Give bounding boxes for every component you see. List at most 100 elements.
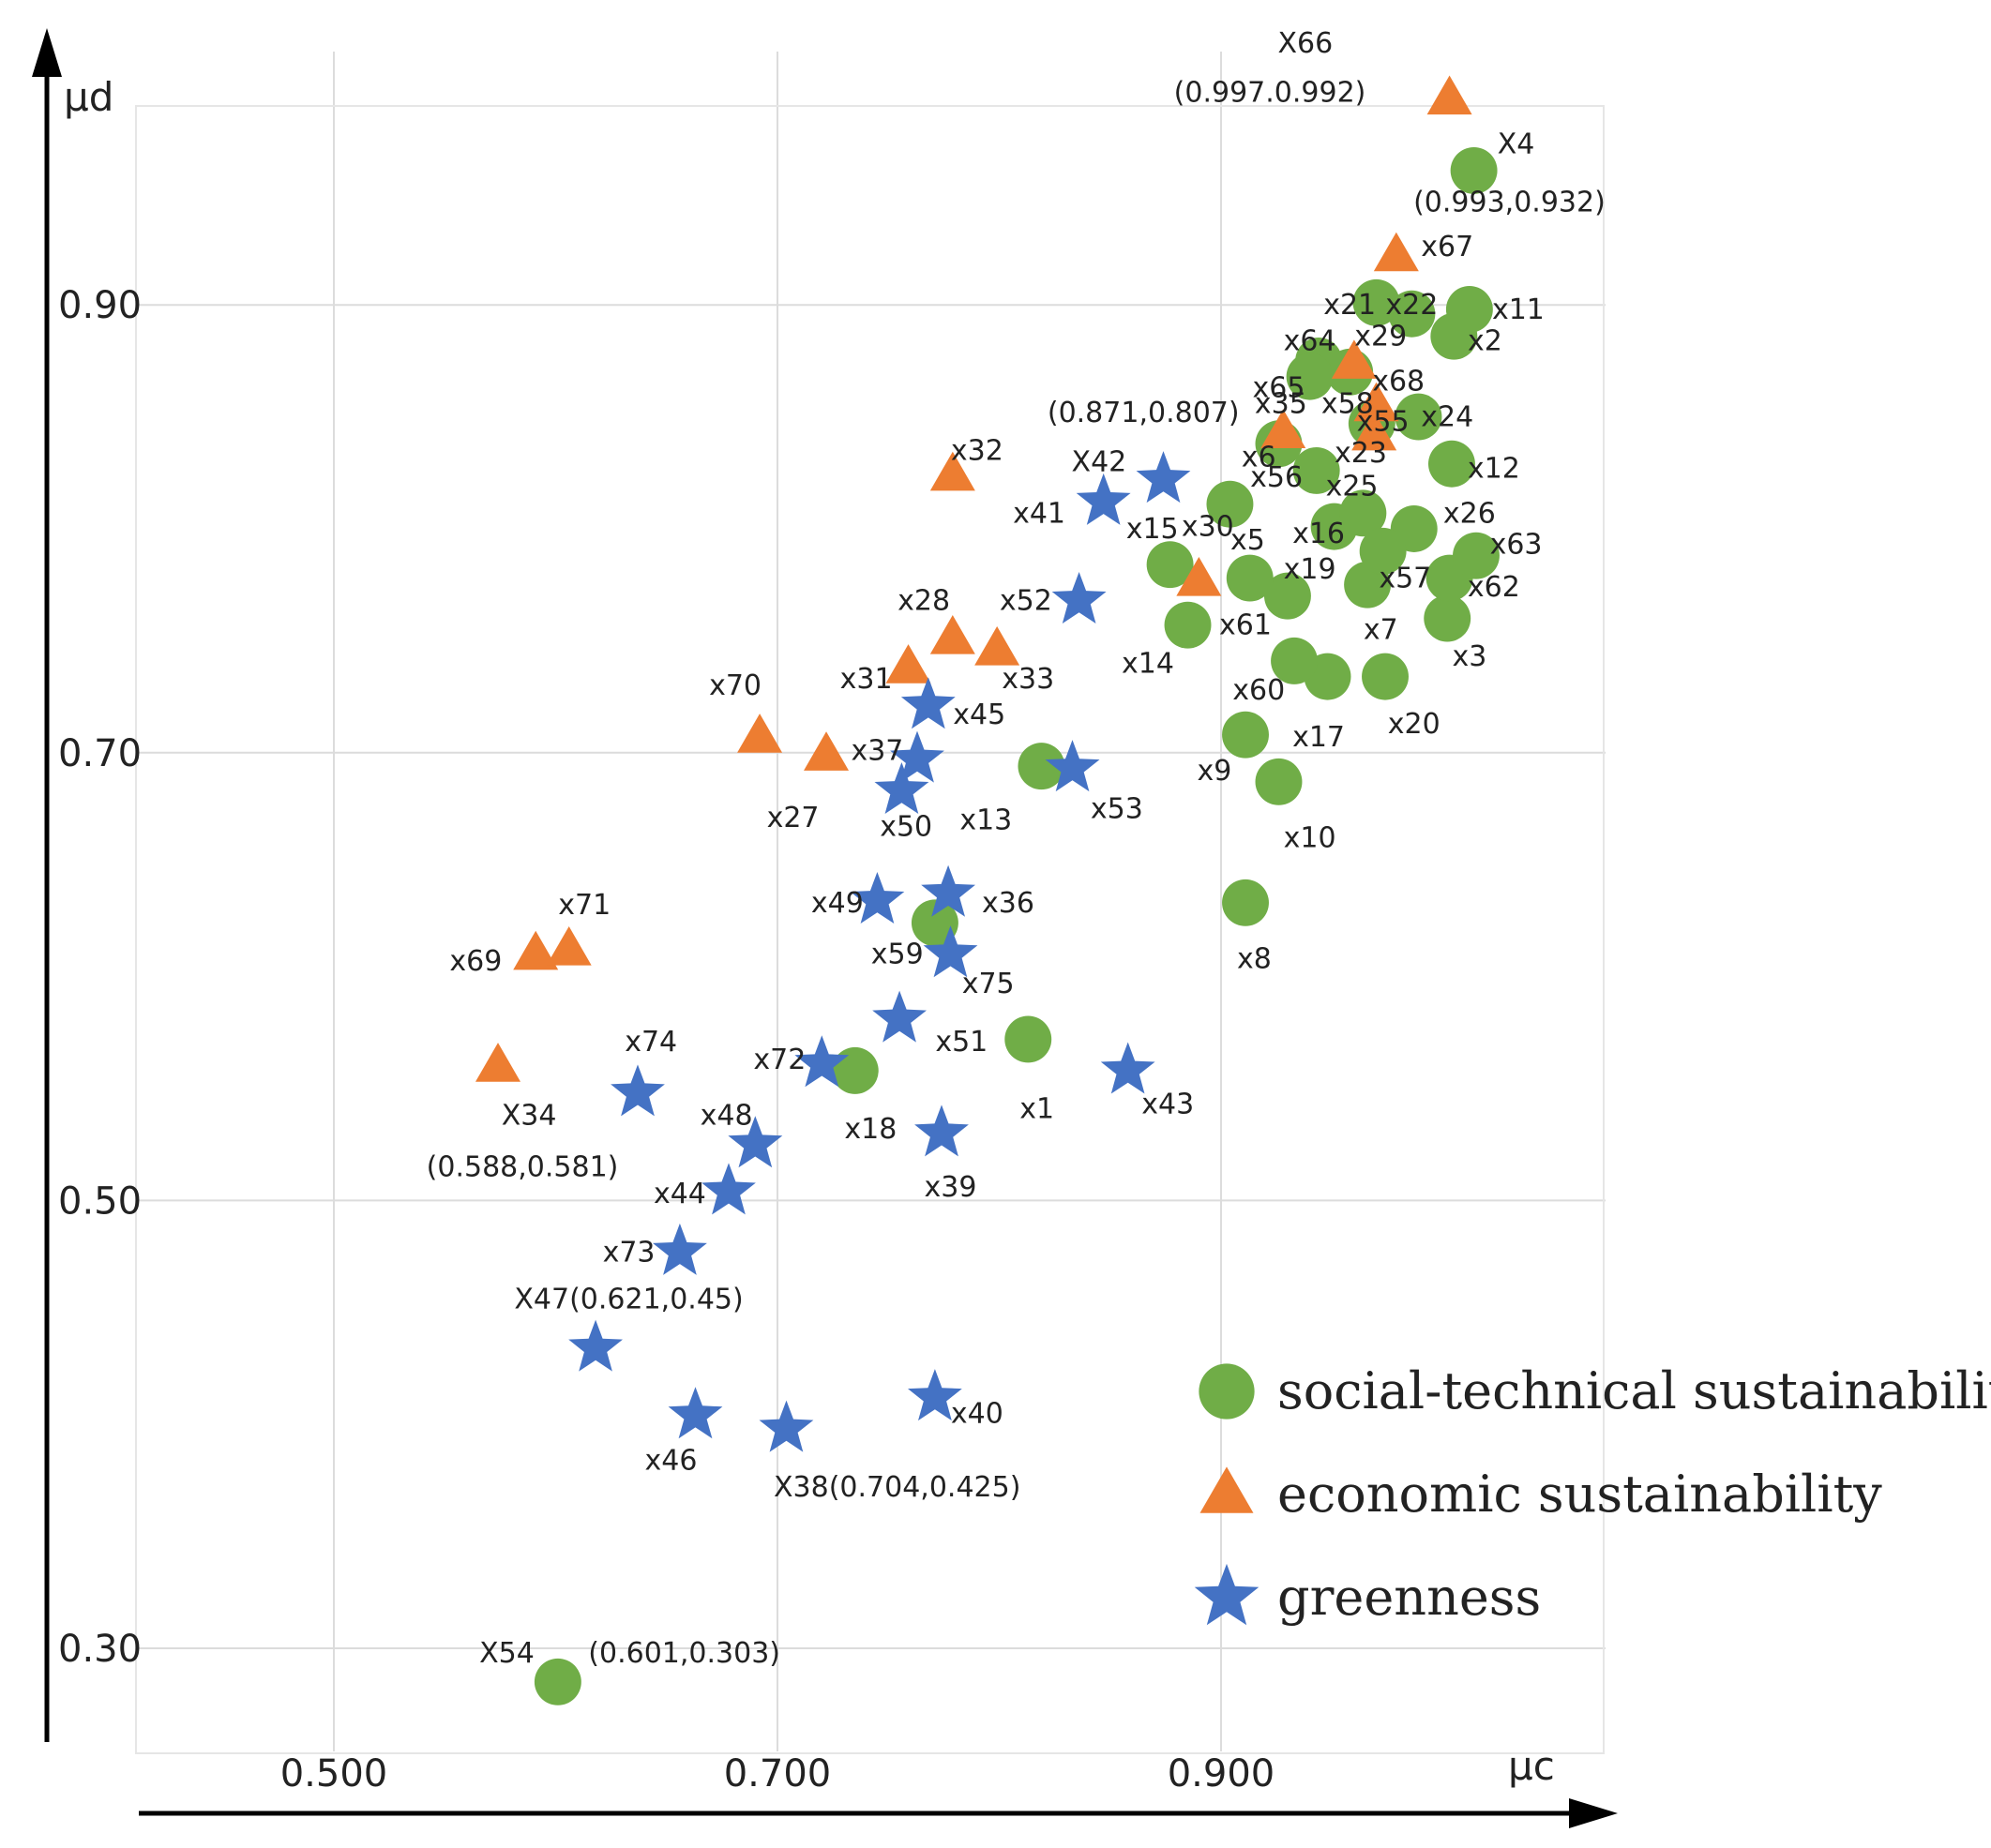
point-x24 (1395, 393, 1442, 441)
point-x10 (1255, 758, 1303, 805)
point-label: x28 (897, 584, 950, 617)
point-x70 (737, 714, 783, 753)
point-label: X4 (1498, 128, 1535, 160)
point-x21 (1352, 278, 1400, 326)
point-x13 (1018, 743, 1065, 790)
point-x1 (1004, 1015, 1052, 1063)
point-x48 (728, 1116, 783, 1168)
point-label: x36 (982, 887, 1034, 920)
point-x25 (1339, 489, 1387, 537)
point-label: x45 (953, 699, 1005, 731)
x-axis-arrow (1569, 1798, 1618, 1828)
point-x36 (921, 864, 975, 917)
point-x61 (1226, 554, 1274, 602)
point-x44 (701, 1163, 756, 1215)
y-axis-arrow (32, 28, 62, 77)
point-x57 (1359, 527, 1407, 575)
point-label: x27 (767, 802, 820, 834)
legend-label-economic: economic sustainability (1277, 1465, 1882, 1524)
point-label: x73 (603, 1236, 656, 1269)
point-label: x18 (844, 1113, 897, 1146)
point-x49 (850, 872, 905, 924)
point-label: x13 (959, 804, 1012, 836)
point-label: x44 (654, 1178, 706, 1210)
point-x12 (1428, 440, 1475, 488)
point-label: x52 (1000, 584, 1052, 617)
point-x67 (1373, 232, 1419, 272)
point-x39 (914, 1104, 969, 1157)
point-label: x7 (1364, 613, 1398, 646)
point-x71 (546, 925, 592, 966)
point-x56 (1292, 446, 1340, 494)
point-x72 (794, 1035, 850, 1088)
point-label: x23 (1335, 437, 1387, 470)
point-label: x8 (1237, 942, 1272, 975)
point-x42 (1136, 451, 1191, 503)
point-label: x9 (1197, 755, 1231, 788)
point-x51 (872, 990, 927, 1043)
point-x69 (513, 930, 559, 970)
point-label: x17 (1292, 721, 1345, 754)
legend-label-green: greenness (1277, 1568, 1541, 1627)
point-label: x11 (1492, 293, 1545, 326)
point-x40 (908, 1369, 962, 1421)
legend-marker-economic (1199, 1466, 1254, 1513)
point-x68 (1353, 382, 1399, 422)
y-tick-label: 0.30 (58, 1628, 142, 1671)
point-x66 (1426, 75, 1472, 115)
point-label: x57 (1379, 563, 1431, 595)
legend-marker-green (1194, 1563, 1259, 1626)
point-label: x15 (1126, 513, 1179, 546)
point-label: x63 (1490, 529, 1543, 562)
point-x60 (1271, 637, 1319, 684)
point-label: x74 (625, 1026, 677, 1059)
point-label: x58 (1321, 387, 1374, 420)
point-labels: x1 x2 x3 X4 (0.993,0.932) x5 x6 x7 x8 x9 x10 x11 x12… (427, 27, 1606, 1670)
point-x3 (1424, 594, 1471, 642)
point-x75 (923, 925, 978, 978)
legend-marker-social (1199, 1363, 1255, 1420)
point-label: x49 (811, 887, 864, 920)
point-x74 (611, 1064, 665, 1117)
point-x63 (1453, 532, 1500, 579)
point-label: x71 (558, 889, 611, 922)
tick-labels: 0.500 0.700 0.900 0.30 0.50 0.70 0.90 (58, 284, 1275, 1795)
point-label: x61 (1219, 609, 1272, 642)
point-label: x53 (1091, 793, 1143, 826)
legend: social-technical sustainability economic … (1194, 1361, 1991, 1627)
point-x43 (1100, 1042, 1155, 1094)
point-x14 (1164, 601, 1212, 649)
point-label: X42 (1072, 445, 1127, 478)
point-label: x70 (709, 669, 762, 702)
point-x37 (890, 730, 944, 783)
point-label: x35 (1255, 387, 1307, 420)
point-label: x1 (1019, 1092, 1054, 1125)
point-label: x43 (1141, 1089, 1194, 1121)
point-x22 (1388, 290, 1436, 338)
point-label: x16 (1292, 518, 1345, 550)
point-x41 (1076, 473, 1131, 525)
point-x50 (874, 762, 929, 814)
point-label: x48 (701, 1100, 753, 1133)
point-label: x40 (951, 1397, 1003, 1430)
point-x45 (900, 677, 956, 729)
point-x31 (885, 644, 931, 684)
point-x33 (974, 625, 1020, 666)
y-tick-label: 0.50 (58, 1179, 142, 1223)
point-x19 (1263, 572, 1311, 620)
point-label: x14 (1122, 647, 1174, 680)
x-tick-label: 0.500 (280, 1752, 388, 1795)
point-x27 (804, 731, 850, 771)
point-label: (0.871,0.807) (1048, 397, 1240, 429)
point-label: x41 (1013, 497, 1065, 530)
point-x34 (475, 1043, 521, 1082)
point-label: x64 (1284, 324, 1336, 357)
point-x20 (1362, 653, 1409, 700)
point-label: x56 (1250, 461, 1303, 494)
point-x53 (1045, 740, 1100, 792)
point-label: x55 (1357, 405, 1410, 438)
point-x73 (653, 1223, 707, 1275)
point-x9 (1222, 711, 1269, 759)
point-x54 (534, 1658, 581, 1705)
point-label: x24 (1421, 401, 1473, 434)
